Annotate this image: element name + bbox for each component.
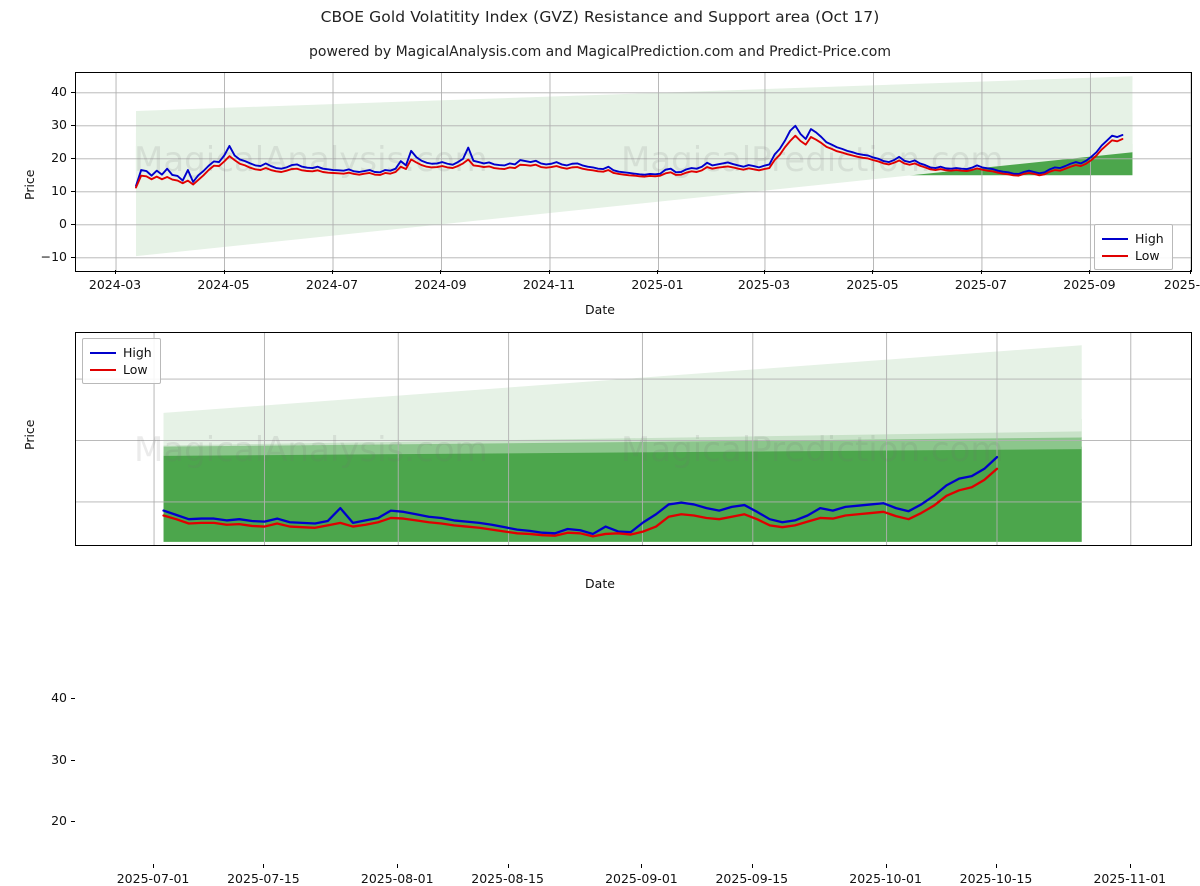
y-tick-label: 40 — [51, 690, 67, 706]
lower-legend[interactable]: High Low — [82, 338, 161, 384]
x-tick-mark — [995, 864, 997, 868]
x-tick-label: 2025-09-15 — [715, 871, 789, 886]
x-tick-mark — [397, 864, 399, 868]
y-tick-mark — [71, 759, 75, 761]
y-tick-label: 30 — [51, 116, 67, 132]
upper-x-axis-label: Date — [585, 302, 615, 317]
y-tick-label: 0 — [59, 215, 67, 231]
x-tick-label: 2025-08-01 — [360, 871, 434, 886]
upper-legend[interactable]: High Low — [1094, 224, 1173, 270]
y-tick-label: 40 — [51, 83, 67, 99]
x-tick-mark — [263, 864, 265, 868]
x-tick-mark — [1190, 270, 1191, 274]
y-tick-mark — [71, 256, 75, 258]
x-tick-mark — [980, 270, 982, 274]
page-title: CBOE Gold Volatitity Index (GVZ) Resista… — [320, 8, 880, 26]
y-tick-mark — [71, 223, 75, 225]
x-tick-mark — [885, 864, 887, 868]
x-tick-label: 2025-09-01 — [605, 871, 678, 886]
x-tick-label: 2025-09 — [1063, 277, 1116, 292]
x-tick-label: 2024-05 — [197, 277, 250, 292]
lower-x-axis-label: Date — [585, 576, 615, 591]
x-tick-label: 2024-07 — [305, 277, 359, 292]
y-tick-label: 20 — [51, 812, 67, 828]
legend-entry-high: High — [90, 344, 152, 361]
legend-label-high: High — [123, 345, 152, 360]
y-tick-label: 20 — [51, 149, 67, 165]
x-tick-mark — [223, 270, 225, 274]
y-tick-label: 30 — [51, 751, 67, 767]
legend-label-low: Low — [1135, 248, 1160, 263]
y-tick-mark — [71, 190, 75, 192]
x-tick-label: 2024-03 — [88, 277, 142, 292]
x-tick-mark — [507, 864, 509, 868]
x-tick-label: 2025-11-01 — [1093, 871, 1167, 886]
x-tick-label: 2025-11 — [1163, 277, 1200, 292]
x-tick-label: 2025-05 — [846, 277, 899, 292]
y-tick-mark — [71, 698, 75, 700]
x-tick-label: 2025-01 — [631, 277, 684, 292]
x-tick-mark — [548, 270, 550, 274]
x-tick-label: 2025-07-15 — [227, 871, 300, 886]
lower-y-axis-label: Price — [22, 419, 37, 451]
x-tick-mark — [1129, 864, 1131, 868]
lower-chart-panel: Price MagicalAnalysis.com MagicalPredicti… — [0, 320, 1200, 886]
legend-label-low: Low — [123, 362, 148, 377]
x-tick-mark — [872, 270, 874, 274]
x-tick-mark — [1089, 270, 1091, 274]
y-tick-label: 10 — [51, 182, 67, 198]
x-tick-mark — [153, 864, 155, 868]
upper-plot-area: MagicalAnalysis.com MagicalPrediction.com — [75, 72, 1192, 272]
legend-line-high — [90, 351, 116, 354]
legend-entry-low: Low — [1102, 247, 1164, 264]
x-tick-label: 2025-10-01 — [849, 871, 922, 886]
y-tick-mark — [71, 820, 75, 822]
x-tick-label: 2025-07 — [954, 277, 1008, 292]
x-tick-mark — [115, 270, 117, 274]
x-tick-mark — [440, 270, 442, 274]
x-tick-label: 2025-08-15 — [471, 871, 544, 886]
y-tick-mark — [71, 157, 75, 159]
upper-plot-svg: MagicalAnalysis.com MagicalPrediction.com — [76, 73, 1191, 271]
y-tick-mark — [71, 124, 75, 126]
svg-text:MagicalAnalysis.com: MagicalAnalysis.com — [134, 430, 488, 470]
svg-text:MagicalAnalysis.com: MagicalAnalysis.com — [134, 140, 488, 180]
y-tick-mark — [71, 91, 75, 93]
legend-entry-high: High — [1102, 230, 1164, 247]
legend-label-high: High — [1135, 231, 1164, 246]
legend-line-low — [1102, 254, 1128, 257]
x-tick-mark — [763, 270, 765, 274]
lower-plot-area: MagicalAnalysis.com MagicalPrediction.com — [75, 332, 1192, 546]
x-tick-label: 2025-03 — [737, 277, 791, 292]
upper-chart-panel: Price MagicalAnalysis.com MagicalPredicti… — [0, 0, 1200, 320]
x-tick-mark — [332, 270, 333, 274]
x-tick-label: 2025-07-01 — [116, 871, 190, 886]
x-tick-mark — [641, 864, 643, 868]
legend-line-high — [1102, 237, 1128, 240]
x-tick-label: 2025-10-15 — [959, 871, 1033, 886]
y-tick-label: −10 — [40, 248, 67, 264]
lower-plot-svg: MagicalAnalysis.com MagicalPrediction.com — [76, 333, 1191, 545]
svg-text:MagicalPrediction.com: MagicalPrediction.com — [621, 430, 1004, 470]
x-tick-label: 2024-11 — [522, 277, 576, 292]
legend-entry-low: Low — [90, 361, 152, 378]
page-subtitle: powered by MagicalAnalysis.com and Magic… — [309, 44, 891, 60]
x-tick-label: 2024-09 — [414, 277, 467, 292]
legend-line-low — [90, 368, 116, 371]
x-tick-mark — [751, 864, 753, 868]
x-tick-mark — [657, 270, 659, 274]
